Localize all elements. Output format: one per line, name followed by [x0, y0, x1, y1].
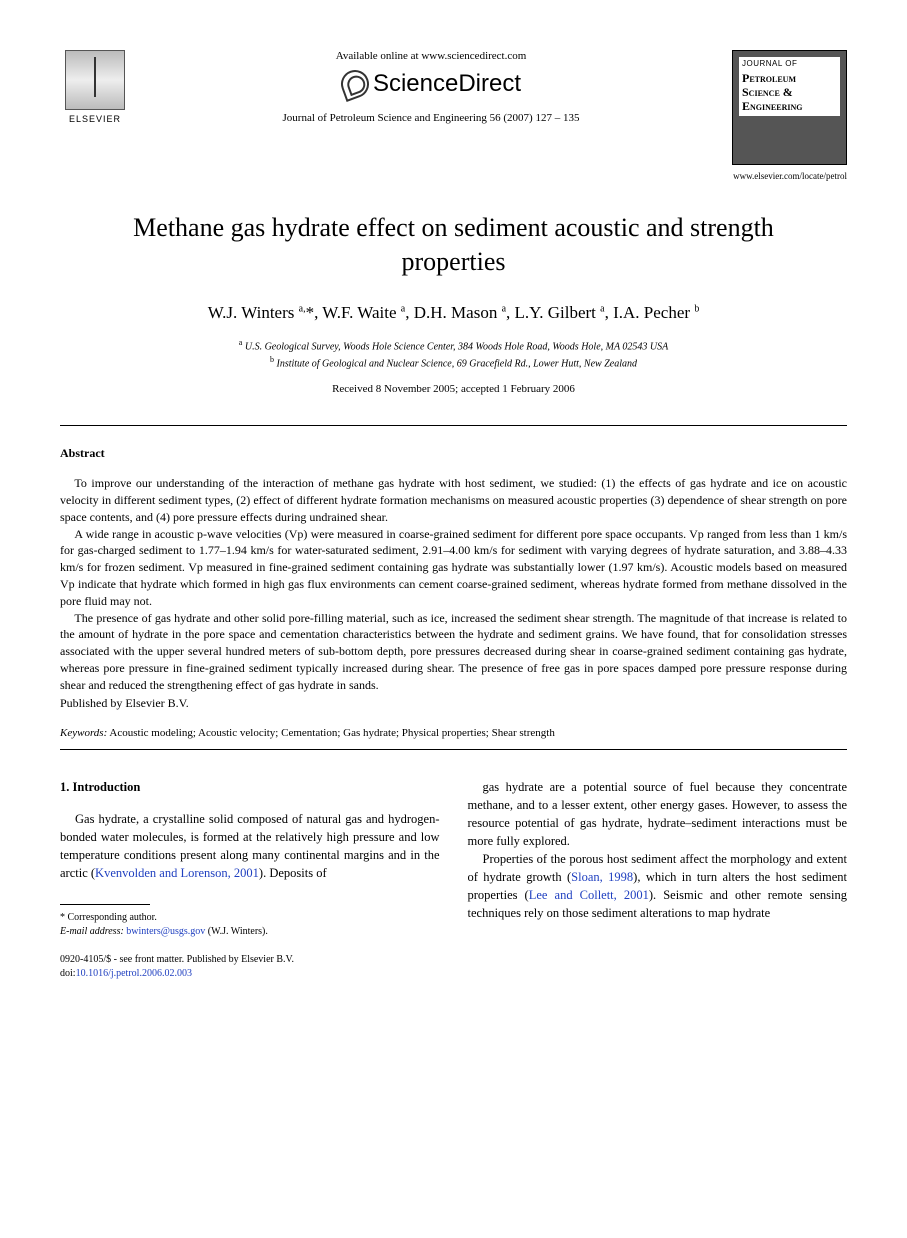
- intro-p2: Properties of the porous host sediment a…: [468, 850, 848, 923]
- journal-cover-block: JOURNAL OF Petroleum Science & Engineeri…: [732, 50, 847, 181]
- corr-author-label: * Corresponding author.: [60, 911, 440, 925]
- email-person: (W.J. Winters).: [208, 926, 268, 937]
- sciencedirect-text: ScienceDirect: [373, 70, 521, 98]
- cover-line2: Science &: [742, 85, 837, 99]
- affiliation-b: Institute of Geological and Nuclear Scie…: [276, 358, 637, 369]
- rule-below-keywords: [60, 749, 847, 750]
- publisher-line: Published by Elsevier B.V.: [60, 696, 847, 711]
- right-column: gas hydrate are a potential source of fu…: [468, 778, 848, 982]
- header-center: Available online at www.sciencedirect.co…: [130, 50, 732, 124]
- cite-lee-collett[interactable]: Lee and Collett, 2001: [529, 888, 649, 902]
- keywords-label: Keywords:: [60, 727, 107, 739]
- section-1-heading: 1. Introduction: [60, 778, 440, 796]
- intro-p1: Gas hydrate, a crystalline solid compose…: [60, 810, 440, 883]
- keywords-block: Keywords: Acoustic modeling; Acoustic ve…: [60, 727, 847, 739]
- affiliation-a: U.S. Geological Survey, Woods Hole Scien…: [245, 341, 668, 352]
- doi-label: doi:: [60, 968, 76, 979]
- email-label: E-mail address:: [60, 926, 124, 937]
- abstract-p3: The presence of gas hydrate and other so…: [60, 610, 847, 694]
- corr-author-email[interactable]: bwinters@usgs.gov: [126, 926, 205, 937]
- paper-title: Methane gas hydrate effect on sediment a…: [100, 211, 807, 279]
- elsevier-tree-icon: [65, 50, 125, 110]
- journal-cover-image: JOURNAL OF Petroleum Science & Engineeri…: [732, 50, 847, 165]
- journal-url[interactable]: www.elsevier.com/locate/petrol: [732, 171, 847, 181]
- available-online-text: Available online at www.sciencedirect.co…: [140, 50, 722, 62]
- abstract-p1: To improve our understanding of the inte…: [60, 475, 847, 525]
- journal-citation: Journal of Petroleum Science and Enginee…: [140, 112, 722, 124]
- sciencedirect-logo: ScienceDirect: [140, 70, 722, 98]
- abstract-p2: A wide range in acoustic p-wave velociti…: [60, 526, 847, 610]
- rule-above-abstract: [60, 425, 847, 426]
- abstract-body: To improve our understanding of the inte…: [60, 475, 847, 693]
- cover-top-label: JOURNAL OF: [742, 59, 837, 69]
- cite-kvenvolden[interactable]: Kvenvolden and Lorenson, 2001: [95, 866, 259, 880]
- paper-header: ELSEVIER Available online at www.science…: [60, 50, 847, 181]
- elsevier-logo: ELSEVIER: [60, 50, 130, 124]
- cover-line3: Engineering: [742, 99, 837, 113]
- author-list: W.J. Winters a,*, W.F. Waite a, D.H. Mas…: [60, 303, 847, 323]
- elsevier-label: ELSEVIER: [69, 114, 121, 124]
- footnote-rule: [60, 904, 150, 905]
- cite-sloan[interactable]: Sloan, 1998: [571, 870, 633, 884]
- author-5: I.A. Pecher: [613, 303, 690, 322]
- issn-front-matter: 0920-4105/$ - see front matter. Publishe…: [60, 953, 440, 967]
- author-3: D.H. Mason: [414, 303, 498, 322]
- intro-p1-cont: gas hydrate are a potential source of fu…: [468, 778, 848, 851]
- copyright-block: 0920-4105/$ - see front matter. Publishe…: [60, 953, 440, 981]
- affiliations: a U.S. Geological Survey, Woods Hole Sci…: [60, 337, 847, 372]
- keywords-text: Acoustic modeling; Acoustic velocity; Ce…: [109, 727, 554, 739]
- author-1: W.J. Winters: [208, 303, 295, 322]
- abstract-heading: Abstract: [60, 446, 847, 461]
- cover-line1: Petroleum: [742, 71, 837, 85]
- body-columns: 1. Introduction Gas hydrate, a crystalli…: [60, 778, 847, 982]
- received-accepted-dates: Received 8 November 2005; accepted 1 Feb…: [60, 383, 847, 395]
- corresponding-author-footnote: * Corresponding author. E-mail address: …: [60, 911, 440, 939]
- sciencedirect-swirl-icon: [337, 66, 373, 102]
- doi-link[interactable]: 10.1016/j.petrol.2006.02.003: [76, 968, 192, 979]
- author-2: W.F. Waite: [322, 303, 396, 322]
- left-column: 1. Introduction Gas hydrate, a crystalli…: [60, 778, 440, 982]
- author-4: L.Y. Gilbert: [515, 303, 596, 322]
